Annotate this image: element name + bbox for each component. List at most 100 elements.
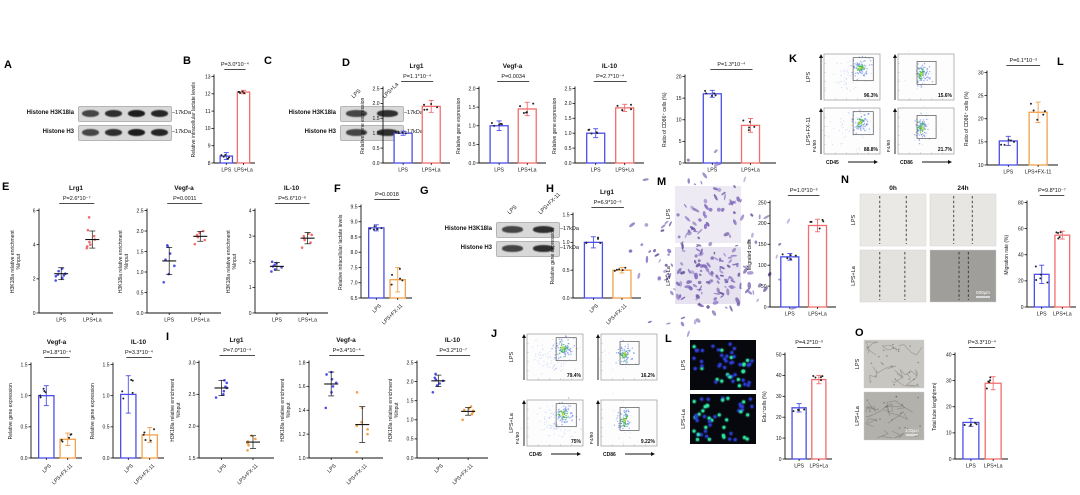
- svg-text:Migrated cells: Migrated cells: [747, 239, 753, 270]
- blot-band: [82, 110, 99, 117]
- svg-text:LPS: LPS: [1003, 170, 1013, 176]
- svg-text:%Input: %Input: [286, 402, 292, 418]
- blot-band: [532, 245, 555, 252]
- svg-text:2.0: 2.0: [373, 101, 380, 107]
- svg-text:40: 40: [946, 352, 952, 358]
- svg-text:0: 0: [249, 311, 252, 317]
- svg-text:LPS+FX-11: LPS+FX-11: [381, 303, 404, 326]
- svg-text:15: 15: [676, 96, 682, 102]
- chart-il10-la: 0.0 0.5 1.0 1.5 2.0 2.5 Relative gene expressi…: [550, 60, 648, 176]
- svg-text:2.5: 2.5: [137, 208, 144, 214]
- blot-kda-label: –17kDa: [172, 129, 191, 135]
- svg-text:Lrg1: Lrg1: [600, 189, 614, 196]
- svg-text:0.5: 0.5: [373, 146, 380, 152]
- svg-text:4: 4: [249, 208, 252, 214]
- svg-text:20: 20: [676, 74, 682, 80]
- svg-text:P=6.1*10⁻³: P=6.1*10⁻³: [1009, 58, 1037, 64]
- svg-text:CD45: CD45: [529, 452, 542, 458]
- svg-text:IL-10: IL-10: [602, 63, 618, 70]
- blot-band: [128, 129, 145, 136]
- svg-text:P=6.9*10⁻⁶: P=6.9*10⁻⁶: [594, 199, 622, 206]
- panel-label-b: B: [183, 55, 191, 67]
- svg-text:IL-10: IL-10: [131, 339, 147, 346]
- svg-text:LPS+La: LPS+La: [810, 464, 829, 470]
- svg-text:0.0: 0.0: [103, 456, 110, 462]
- svg-text:LPS+La: LPS+La: [298, 318, 317, 324]
- panel-label-j: J: [491, 328, 498, 340]
- svg-text:LPS+FX-11: LPS+FX-11: [133, 463, 156, 486]
- svg-text:LPS: LPS: [164, 318, 174, 324]
- svg-text:1.5: 1.5: [21, 362, 28, 368]
- blot-band: [82, 129, 99, 136]
- svg-text:0.0: 0.0: [21, 456, 28, 462]
- svg-text:1.0: 1.0: [373, 131, 380, 137]
- panel-label-k: K: [789, 53, 797, 65]
- blot-protein-label: Histone H3K18la: [444, 226, 492, 232]
- panel-graphic: 0.0 0.5 1.0 1.5 2.0 2.5 Relative gene expressi…: [552, 63, 644, 174]
- svg-text:LPS+La: LPS+La: [1053, 312, 1072, 318]
- svg-text:0.0: 0.0: [137, 311, 144, 317]
- panel-graphic: 0.0 0.5 1.0 1.5 2.0 2.5 H3K18la relative enric…: [118, 185, 221, 324]
- blot-band: [105, 110, 122, 117]
- svg-text:25: 25: [978, 93, 984, 99]
- svg-text:H3K18la relative enrichment: H3K18la relative enrichment: [170, 378, 176, 441]
- svg-text:Ratio of CD86⁺ cells (%): Ratio of CD86⁺ cells (%): [964, 91, 970, 146]
- svg-text:P=1.1*10⁻⁴: P=1.1*10⁻⁴: [403, 73, 432, 80]
- svg-text:10: 10: [776, 436, 782, 442]
- svg-text:LPS: LPS: [434, 463, 446, 475]
- chart-lrg1-la: 0.0 0.5 1.0 1.5 2.0 2.5 Relative gene expressi…: [358, 60, 454, 176]
- panel-label-a: A: [4, 59, 12, 71]
- svg-text:0: 0: [33, 311, 36, 317]
- svg-text:2.5: 2.5: [565, 86, 572, 92]
- panel-label-i: I: [166, 331, 170, 343]
- svg-text:0.5: 0.5: [563, 268, 570, 274]
- svg-text:2.0: 2.0: [469, 86, 476, 92]
- svg-text:P=0.0034: P=0.0034: [501, 74, 525, 80]
- svg-text:IL-10: IL-10: [445, 337, 461, 344]
- svg-text:1: 1: [249, 285, 252, 291]
- blot-protein-label: Histone H3: [42, 129, 74, 135]
- panel-label-g: G: [420, 185, 429, 197]
- panel-label-c: C: [264, 55, 272, 67]
- svg-text:LPS: LPS: [966, 464, 976, 470]
- chart-vegfa-la: 0.0 0.5 1.0 1.5 2.0 Relative gene expression V…: [454, 60, 550, 176]
- svg-text:1.2: 1.2: [299, 432, 306, 438]
- svg-text:H3K18la relative enrichment: H3K18la relative enrichment: [388, 378, 394, 441]
- svg-text:F4/80: F4/80: [515, 432, 521, 445]
- svg-text:200μm: 200μm: [905, 428, 919, 433]
- svg-text:CD86: CD86: [603, 452, 616, 458]
- svg-text:LPS: LPS: [851, 214, 857, 225]
- svg-text:200: 200: [758, 221, 767, 227]
- svg-text:15.6%: 15.6%: [938, 93, 953, 99]
- svg-text:LPS+La: LPS+La: [509, 412, 515, 433]
- svg-text:LPS: LPS: [785, 312, 795, 318]
- chart-lactate-fx11: 6.5 7.0 7.5 8.0 8.5 9.0 9.5 Relative intracellu…: [336, 188, 416, 328]
- svg-text:P=1.8*10⁻⁴: P=1.8*10⁻⁴: [43, 349, 72, 356]
- svg-text:P=3.3*10⁻⁴: P=3.3*10⁻⁴: [968, 339, 997, 346]
- svg-text:1.5: 1.5: [137, 249, 144, 255]
- blot-kda-label: –17kDa: [560, 245, 579, 251]
- svg-text:P=3.2*10⁻⁷: P=3.2*10⁻⁷: [439, 347, 467, 354]
- svg-text:20: 20: [776, 415, 782, 421]
- svg-text:LPS+La: LPS+La: [741, 168, 760, 174]
- blot-band: [376, 110, 399, 117]
- chart-vegfa-fx11: 0.0 0.5 1.0 1.5 Relative gene expression Vegf…: [6, 336, 86, 488]
- svg-text:LPS+La: LPS+La: [422, 168, 441, 174]
- panel-graphic: 10 15 20 25 30 Ratio of CD86⁺ cells (%) P=6.1*…: [964, 58, 1058, 176]
- svg-text:2.5: 2.5: [189, 392, 196, 398]
- panel-graphic: 0 10 20 30 40 Total tube length(mm) P=3.3*10⁻⁴…: [932, 339, 1008, 470]
- svg-text:LPS+FX-11: LPS+FX-11: [51, 463, 74, 486]
- svg-text:LPS+FX-11: LPS+FX-11: [605, 303, 628, 326]
- blot-kda-label: –17kDa: [172, 110, 191, 116]
- svg-text:1.0: 1.0: [563, 240, 570, 246]
- svg-text:0h: 0h: [889, 185, 897, 192]
- blot-band: [345, 129, 368, 136]
- svg-text:16.2%: 16.2%: [641, 373, 656, 379]
- panel-graphic: 96.3% 15.6% 88.8% 21.7% LPS LPS+FX-11 CD45 F4/8…: [806, 50, 955, 166]
- svg-text:2.5: 2.5: [407, 360, 414, 366]
- svg-text:LPS: LPS: [42, 463, 54, 475]
- svg-text:Lrg1: Lrg1: [409, 63, 423, 70]
- svg-text:1.0: 1.0: [407, 418, 414, 424]
- svg-text:1.5: 1.5: [373, 116, 380, 122]
- svg-text:1.4: 1.4: [299, 408, 306, 414]
